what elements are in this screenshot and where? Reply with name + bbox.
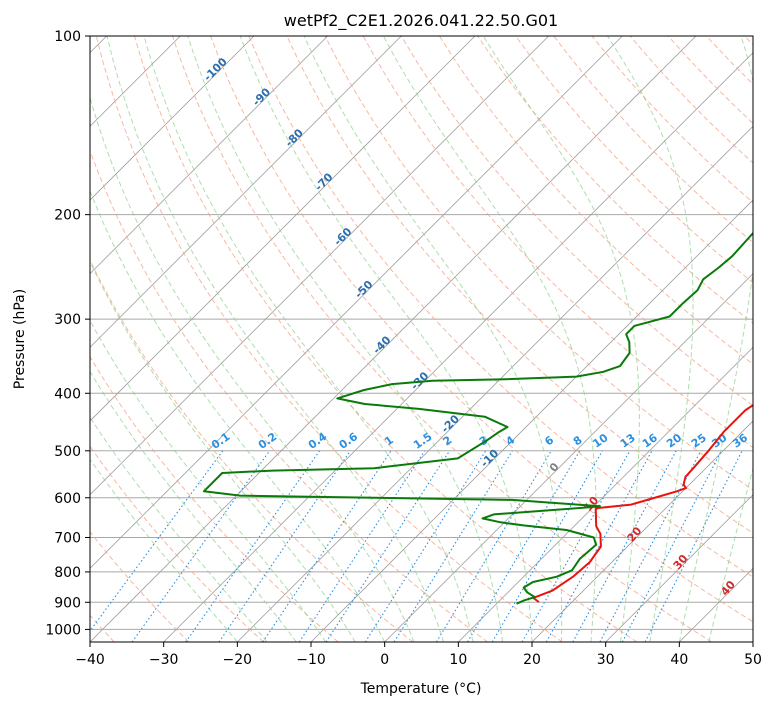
dry-adiabat-line (362, 36, 753, 449)
x-tick-label: −10 (296, 652, 326, 668)
dry-adiabat-line (438, 36, 753, 365)
isotherm-line (384, 273, 753, 642)
mixing-ratio-line (467, 450, 581, 642)
mixing-ratio-line (435, 450, 552, 642)
moist-adiabat-line (90, 189, 386, 642)
temperature-line (532, 404, 753, 603)
dry-adiabat-line (90, 445, 264, 642)
isotherm-line (90, 36, 476, 422)
plot-frame (89, 35, 754, 643)
isotherm-line (90, 36, 402, 348)
mixing-ratio-line (131, 450, 271, 642)
dry-adiabat-line (210, 36, 753, 623)
isotherm-line (90, 36, 697, 642)
moist-adiabat-line (106, 36, 445, 642)
x-tick-label: 0 (380, 652, 389, 668)
moist-adiabat-line (678, 36, 753, 642)
dry-adiabat-line (90, 355, 339, 642)
moist-adiabat-line (187, 36, 503, 642)
moist-adiabat-line (708, 466, 753, 642)
moist-adiabat-line (90, 370, 297, 642)
moist-adiabat-line (303, 36, 563, 642)
mixing-ratio-line (545, 450, 653, 642)
dry-adiabat-line (133, 36, 638, 642)
y-tick-label: 500 (54, 444, 81, 460)
moist-adiabat-line (90, 319, 327, 642)
x-tick-label: 40 (670, 652, 688, 668)
mixing-ratio-line (218, 450, 351, 642)
x-axis-label: Temperature (°C) (360, 681, 482, 697)
x-tick-label: 30 (597, 652, 615, 668)
mixing-ratio-line (572, 450, 677, 642)
mixing-ratio-line (393, 450, 513, 642)
dry-adiabat-line (515, 36, 753, 284)
y-tick-label: 300 (54, 312, 81, 328)
chart-title: wetPf2_C2E1.2026.041.22.50.G01 (284, 11, 558, 31)
y-tick-label: 100 (54, 29, 81, 45)
y-axis-label: Pressure (hPa) (12, 289, 28, 389)
isotherm-line (90, 36, 328, 275)
isotherm-line (605, 494, 753, 642)
mixing-ratio-line (521, 450, 631, 642)
isotherm-line (237, 125, 753, 642)
dry-adiabat-line (400, 36, 753, 407)
dry-adiabat-line (90, 258, 414, 642)
x-tick-label: 10 (449, 652, 467, 668)
isotherm-line (90, 36, 623, 569)
axis-ticks: −40 −30 −20 −10 0 10 20 30 40 50 1000 900 800 700 600 5… (45, 29, 762, 668)
moist-adiabat-line (382, 36, 597, 642)
y-tick-label: 600 (54, 491, 81, 507)
isotherm-line (458, 346, 753, 642)
mixing-ratio-line (364, 450, 487, 642)
background-lines (90, 36, 753, 642)
y-tick-label: 1000 (45, 622, 81, 638)
mixing-ratio-line (185, 450, 321, 642)
x-tick-label: −20 (223, 652, 253, 668)
isotherm-line (163, 52, 753, 642)
moist-adiabat-line (90, 416, 268, 642)
dry-adiabat-line (248, 36, 753, 578)
isotherm-line (531, 420, 753, 642)
moist-adiabat-line (90, 260, 356, 642)
y-tick-label: 800 (54, 565, 81, 581)
y-tick-label: 700 (54, 531, 81, 547)
x-tick-label: 20 (523, 652, 541, 668)
x-tick-label: 50 (744, 652, 762, 668)
moist-adiabat-line (607, 36, 694, 642)
dry-adiabat-line (172, 36, 712, 642)
dry-adiabat-line (95, 36, 563, 642)
moist-adiabat-line (90, 458, 238, 642)
y-tick-label: 900 (54, 595, 81, 611)
y-tick-label: 200 (54, 208, 81, 224)
dry-adiabat-line (90, 531, 190, 642)
dry-adiabat-line (286, 36, 753, 534)
isotherm-line (90, 36, 255, 201)
x-tick-label: −40 (75, 652, 105, 668)
mixing-ratio-line (491, 450, 603, 642)
isotherm-line (90, 36, 549, 496)
x-tick-label: −30 (149, 652, 179, 668)
y-tick-label: 400 (54, 386, 81, 402)
dry-adiabat-line (90, 149, 488, 642)
moist-adiabat-line (482, 36, 640, 642)
